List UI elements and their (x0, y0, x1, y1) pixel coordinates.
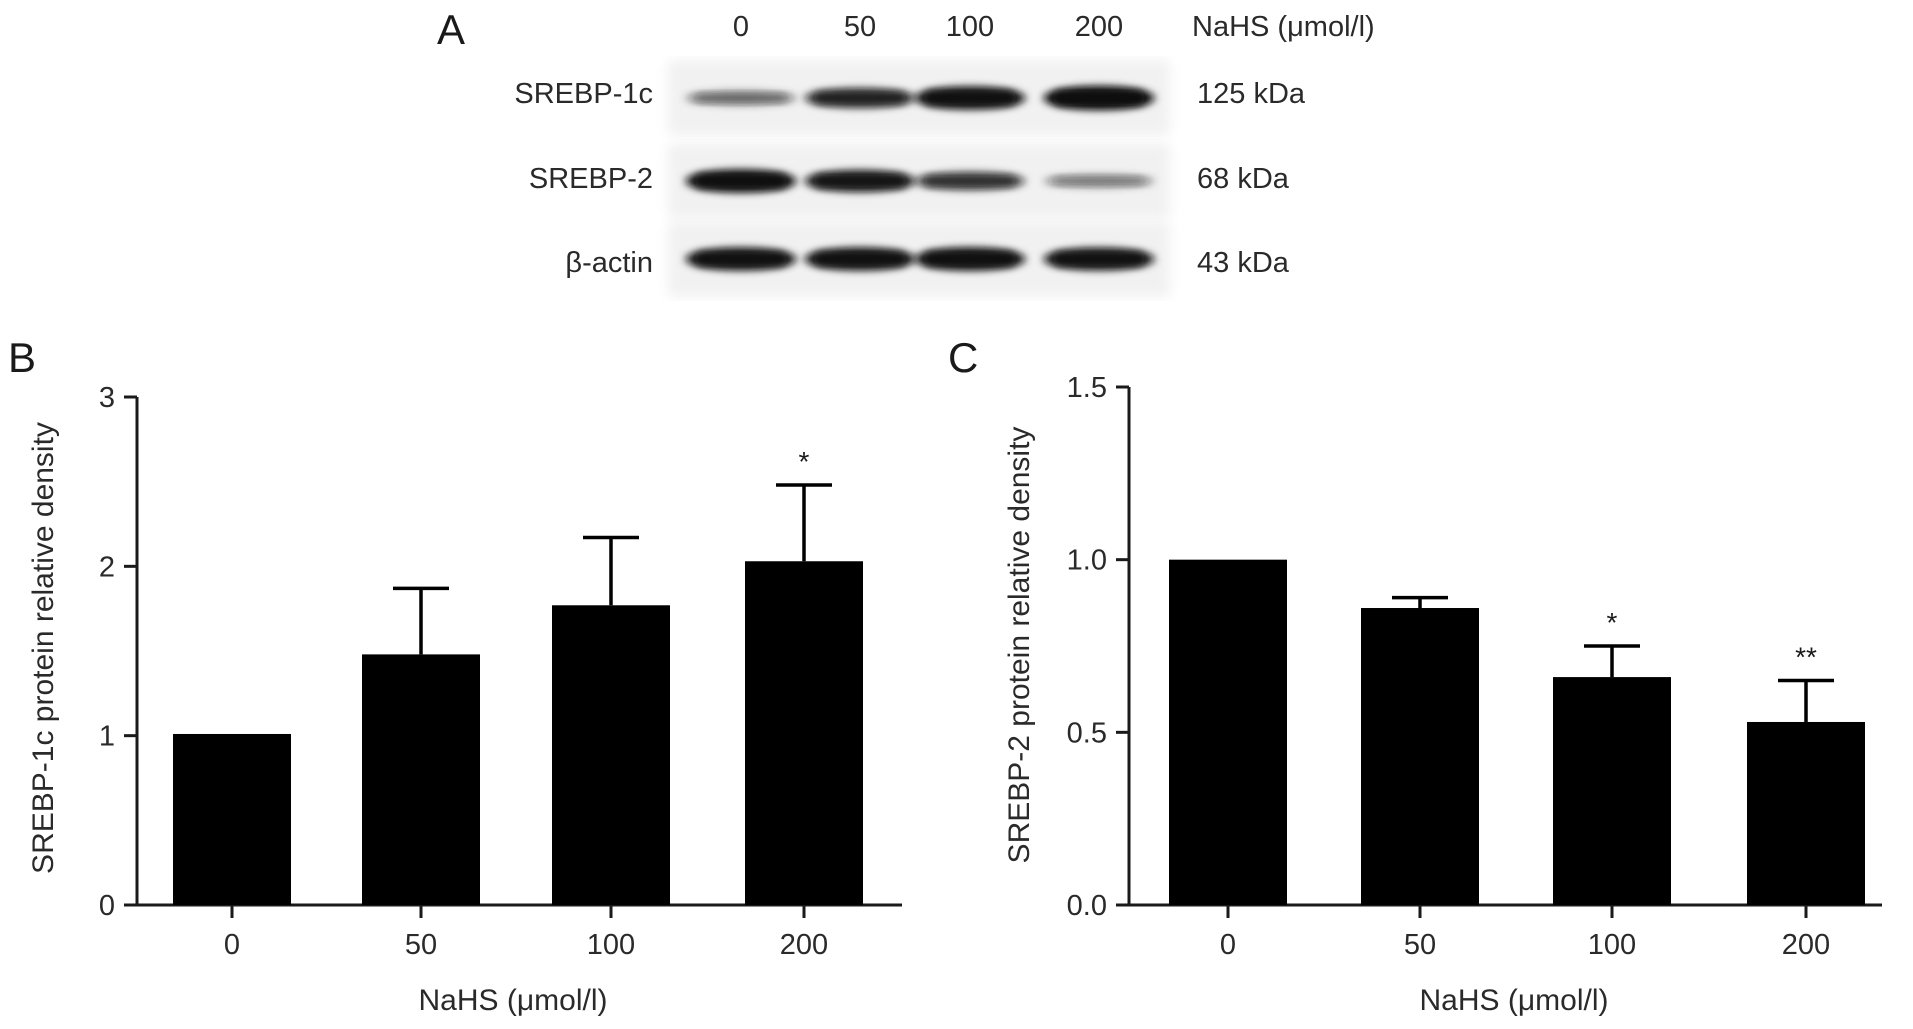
chart-b-x-tick-label-200: 200 (780, 929, 828, 961)
chart-c-y-tick-label: 1.0 (1067, 545, 1107, 577)
chart-c-y-tick-label: 1.5 (1067, 372, 1107, 404)
blot-bands (685, 86, 1155, 271)
chart-b-x-tick-label-50: 50 (405, 929, 437, 961)
chart-b-y-tick-label: 1 (99, 721, 115, 753)
chart-b-bar-100 (552, 605, 670, 905)
srebp-1c-density-chart: B 0 1 2 3 0 50 100 * 200 NaHS (μmol/l) SREBP-1c … (8, 334, 902, 1017)
lane-label-1: 50 (844, 11, 876, 43)
chart-b-y-tick-label: 0 (99, 890, 115, 922)
chart-b-bar-0 (173, 733, 291, 905)
band-srebp-1c-lane-3 (1043, 86, 1155, 110)
chart-c-bar-100 (1553, 677, 1671, 905)
band-srebp-1c-lane-1 (804, 87, 916, 109)
protein-label-srebp-2: SREBP-2 (529, 163, 653, 195)
chart-c-x-tick-label-100: 100 (1588, 929, 1636, 961)
size-label-srebp-1c: 125 kDa (1197, 78, 1306, 110)
chart-c-x-tick-label-0: 0 (1220, 929, 1236, 961)
chart-b-y-axis-title: SREBP-1c protein relative density (27, 422, 60, 874)
band-beta-actin-lane-2 (914, 247, 1026, 271)
chart-b-bar-200 (745, 561, 863, 905)
chart-c-x-tick-label-50: 50 (1404, 929, 1436, 961)
chart-b-x-tick-label-0: 0 (224, 929, 240, 961)
chart-c-y-axis-title: SREBP-2 protein relative density (1003, 427, 1036, 864)
chart-c-x-tick-label-200: 200 (1782, 929, 1830, 961)
lane-label-2: 100 (946, 11, 994, 43)
band-srebp-2-lane-1 (804, 170, 916, 192)
lane-labels: 0 50 100 200 NaHS (μmol/l) (733, 11, 1375, 43)
panel-letter-a: A (437, 6, 465, 53)
band-srebp-2-lane-2 (914, 171, 1026, 191)
protein-label-srebp-1c: SREBP-1c (514, 78, 653, 110)
chart-c-x-axis-title: NaHS (μmol/l) (1420, 984, 1609, 1017)
band-beta-actin-lane-0 (685, 247, 797, 271)
treatment-label: NaHS (μmol/l) (1192, 11, 1375, 43)
western-blot-panel: A 0 50 100 200 NaHS (μmol/l) SREBP-1c SR… (437, 6, 1375, 297)
chart-b-x-axis-title: NaHS (μmol/l) (419, 984, 608, 1017)
chart-c-bar-200 (1747, 721, 1865, 905)
panel-letter-b: B (8, 334, 36, 381)
chart-b-x-tick-label-100: 100 (587, 929, 635, 961)
chart-c-bar-0 (1169, 559, 1287, 905)
panel-letter-c: C (948, 334, 978, 381)
lane-label-0: 0 (733, 11, 749, 43)
band-srebp-1c-lane-0 (685, 90, 797, 106)
band-srebp-2-lane-3 (1043, 174, 1155, 188)
band-srebp-2-lane-0 (685, 169, 797, 193)
protein-labels: SREBP-1c SREBP-2 β-actin (514, 78, 653, 279)
chart-c-significance-100: * (1607, 607, 1618, 638)
chart-c-y-tick-label: 0.5 (1067, 717, 1107, 749)
size-label-srebp-2: 68 kDa (1197, 163, 1290, 195)
chart-c-bar-50 (1361, 608, 1479, 905)
chart-c-significance-200: ** (1795, 642, 1817, 673)
chart-b-bar-50 (362, 654, 480, 905)
band-beta-actin-lane-3 (1043, 247, 1155, 271)
protein-label-beta-actin: β-actin (565, 247, 653, 279)
srebp-2-density-chart: C 0.0 0.5 1.0 1.5 0 50 * 100 ** 200 NaHS (μmol/l)… (948, 334, 1882, 1017)
band-beta-actin-lane-1 (804, 247, 916, 271)
chart-b-y-tick-label: 2 (99, 551, 115, 583)
chart-b-plot-area: 0 1 2 3 0 50 100 * 200 (99, 382, 902, 961)
chart-c-plot-area: 0.0 0.5 1.0 1.5 0 50 * 100 ** 200 (1067, 372, 1882, 961)
chart-b-y-tick-label: 3 (99, 382, 115, 414)
chart-b-significance-200: * (799, 446, 810, 477)
band-srebp-1c-lane-2 (914, 86, 1026, 110)
chart-c-y-tick-label: 0.0 (1067, 890, 1107, 922)
molecular-weight-labels: 125 kDa 68 kDa 43 kDa (1197, 78, 1306, 279)
size-label-beta-actin: 43 kDa (1197, 247, 1290, 279)
lane-label-3: 200 (1075, 11, 1123, 43)
